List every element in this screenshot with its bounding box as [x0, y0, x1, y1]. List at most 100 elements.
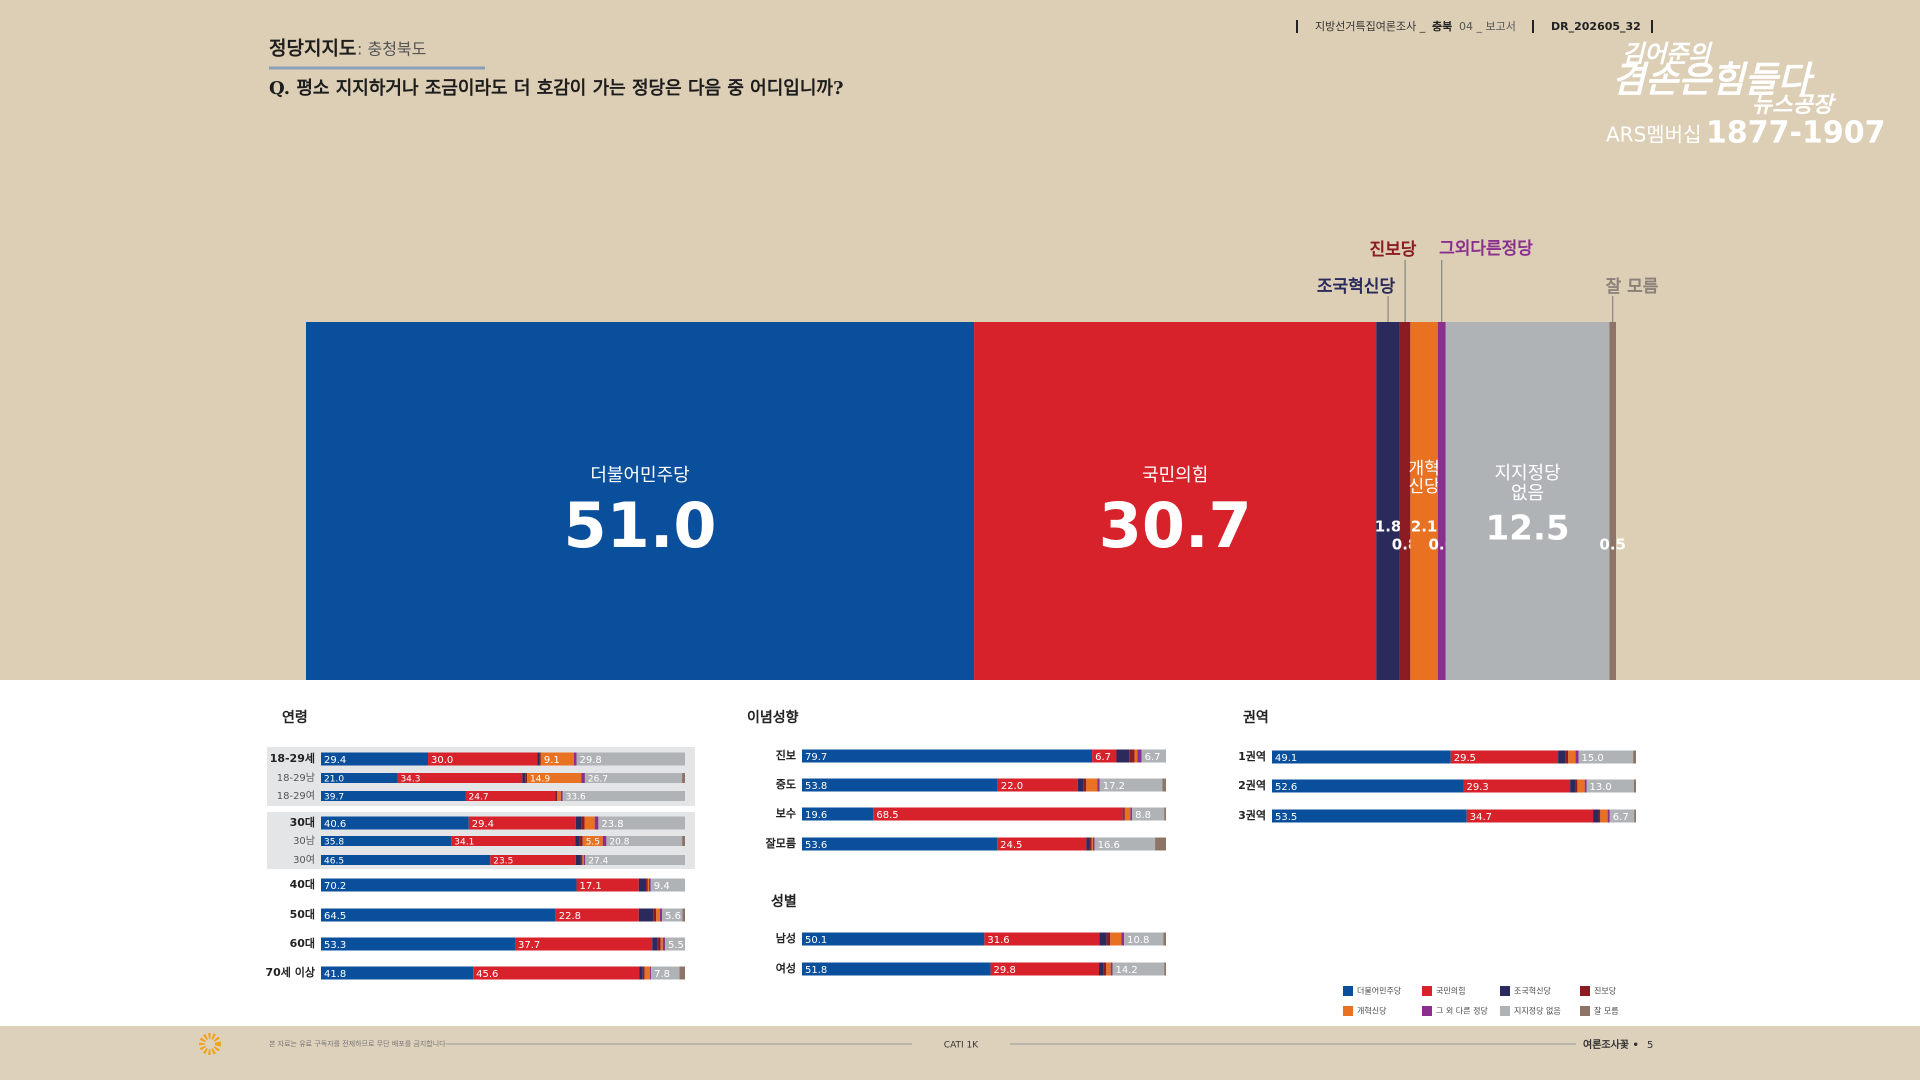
bar-segment: [397, 773, 523, 783]
bar-segment: [540, 752, 574, 766]
bar-segment: [575, 855, 581, 865]
bar-segment: [602, 836, 607, 846]
category-label: 2권역: [1238, 778, 1266, 792]
bar-segment: [1399, 322, 1411, 680]
bar-segment: [473, 966, 640, 980]
value-label: 17.1: [580, 881, 602, 892]
value-label: 41.8: [324, 969, 346, 980]
watermark-text: 김어준의: [1622, 40, 1713, 68]
bar-segment: [1106, 962, 1111, 976]
bar-segment: [656, 908, 660, 922]
bar-segment: [1466, 809, 1594, 823]
value-label: 9.1: [544, 755, 560, 766]
segment-label: 개혁: [1408, 459, 1439, 479]
value-label: 19.6: [805, 810, 827, 821]
subchart-title: 연령: [282, 710, 308, 726]
bar-segment: [556, 791, 558, 801]
segment-label: 그외다른정당: [1439, 239, 1533, 259]
value-label: 6.7: [1145, 752, 1161, 763]
value-label: 64.5: [324, 911, 346, 922]
value-label: 7.8: [654, 969, 670, 980]
bar-segment: [522, 773, 526, 783]
bar-segment: [1122, 807, 1124, 821]
bar-segment: [1437, 322, 1446, 680]
bar-segment: [321, 908, 556, 922]
bar-segment: [646, 878, 648, 892]
bar-segment: [1164, 962, 1166, 976]
legend-label: 지지정당 없음: [1514, 1006, 1561, 1016]
bar-segment: [451, 836, 576, 846]
bar-segment: [1633, 750, 1636, 764]
bar-segment: [1410, 322, 1438, 680]
bar-segment: [557, 791, 561, 801]
value-label: 49.1: [1275, 753, 1297, 764]
bar-segment: [1106, 932, 1111, 946]
value-label: 6.7: [1613, 812, 1629, 823]
bar-segment: [539, 752, 541, 766]
bar-segment: [1123, 807, 1125, 821]
bar-segment: [321, 773, 398, 783]
value-label: 16.6: [1098, 840, 1120, 851]
value-label: 14.9: [530, 775, 550, 785]
category-label: 남성: [776, 931, 796, 945]
bar-segment: [997, 778, 1078, 792]
segment-label: 지지정당: [1494, 463, 1560, 484]
footer-logo: [199, 1033, 221, 1055]
value-label: 14.2: [1115, 965, 1137, 976]
value-label: 29.3: [1466, 782, 1488, 793]
footer-notice: 본 자료는 유료 구독자를 전제하므로 무단 배포를 금지합니다: [269, 1039, 446, 1048]
value-label: 22.0: [1001, 781, 1023, 792]
legend-label: 그 외 다른 정당: [1436, 1006, 1488, 1016]
value-label: 24.5: [1000, 840, 1022, 851]
bar-segment: [1099, 932, 1107, 946]
watermark-text: 뉴스공장: [1752, 93, 1837, 118]
bar-segment: [321, 937, 516, 951]
value-label: 70.2: [324, 881, 346, 892]
value-label: 50.1: [805, 935, 827, 946]
segment-label: 국민의힘: [1142, 465, 1208, 486]
category-label: 3권역: [1238, 808, 1266, 822]
value-label: 5.6: [665, 911, 681, 922]
legend-label: 진보당: [1594, 986, 1617, 996]
bar-segment: [638, 878, 647, 892]
bar-segment: [1565, 750, 1569, 764]
bar-segment: [1578, 750, 1634, 764]
value-label: 6.7: [1095, 752, 1111, 763]
bar-segment: [1600, 809, 1608, 823]
bar-segment: [679, 966, 685, 980]
bar-segment: [1086, 778, 1098, 792]
bar-segment: [1272, 750, 1451, 764]
value-label: 29.8: [994, 965, 1016, 976]
bar-segment: [1124, 807, 1131, 821]
category-label: 40대: [290, 877, 315, 891]
bar-segment: [573, 752, 577, 766]
value-label: 53.8: [805, 781, 827, 792]
legend-label: 더불어민주당: [1357, 986, 1402, 996]
bar-segment: [652, 937, 658, 951]
bar-segment: [515, 937, 653, 951]
bar-segment: [576, 752, 685, 766]
bar-segment: [648, 878, 651, 892]
watermark-text: 겸손은힘들다: [1612, 60, 1816, 101]
value-label: 29.8: [580, 755, 602, 766]
subchart-title: 이념성향: [747, 709, 799, 726]
bar-segment: [1132, 807, 1165, 821]
value-label: 79.7: [805, 752, 827, 763]
subchart-title: 성별: [771, 893, 797, 910]
bar-segment: [1103, 962, 1107, 976]
bar-segment: [662, 908, 683, 922]
value-label: 29.5: [1454, 753, 1476, 764]
value-label: 30.7: [1099, 489, 1252, 562]
bar-segment: [650, 966, 652, 980]
category-label: 여성: [776, 961, 796, 975]
bar-segment: [1083, 778, 1087, 792]
footer-page: 5: [1647, 1040, 1653, 1051]
bar-segment: [802, 837, 998, 851]
bar-segment: [682, 836, 685, 846]
value-label: 1.8: [1375, 518, 1402, 536]
bar-segment: [582, 855, 584, 865]
legend-swatch: [1580, 1006, 1590, 1016]
value-label: 26.7: [588, 775, 608, 785]
bar-segment: [1110, 962, 1113, 976]
value-label: 9.4: [654, 881, 670, 892]
